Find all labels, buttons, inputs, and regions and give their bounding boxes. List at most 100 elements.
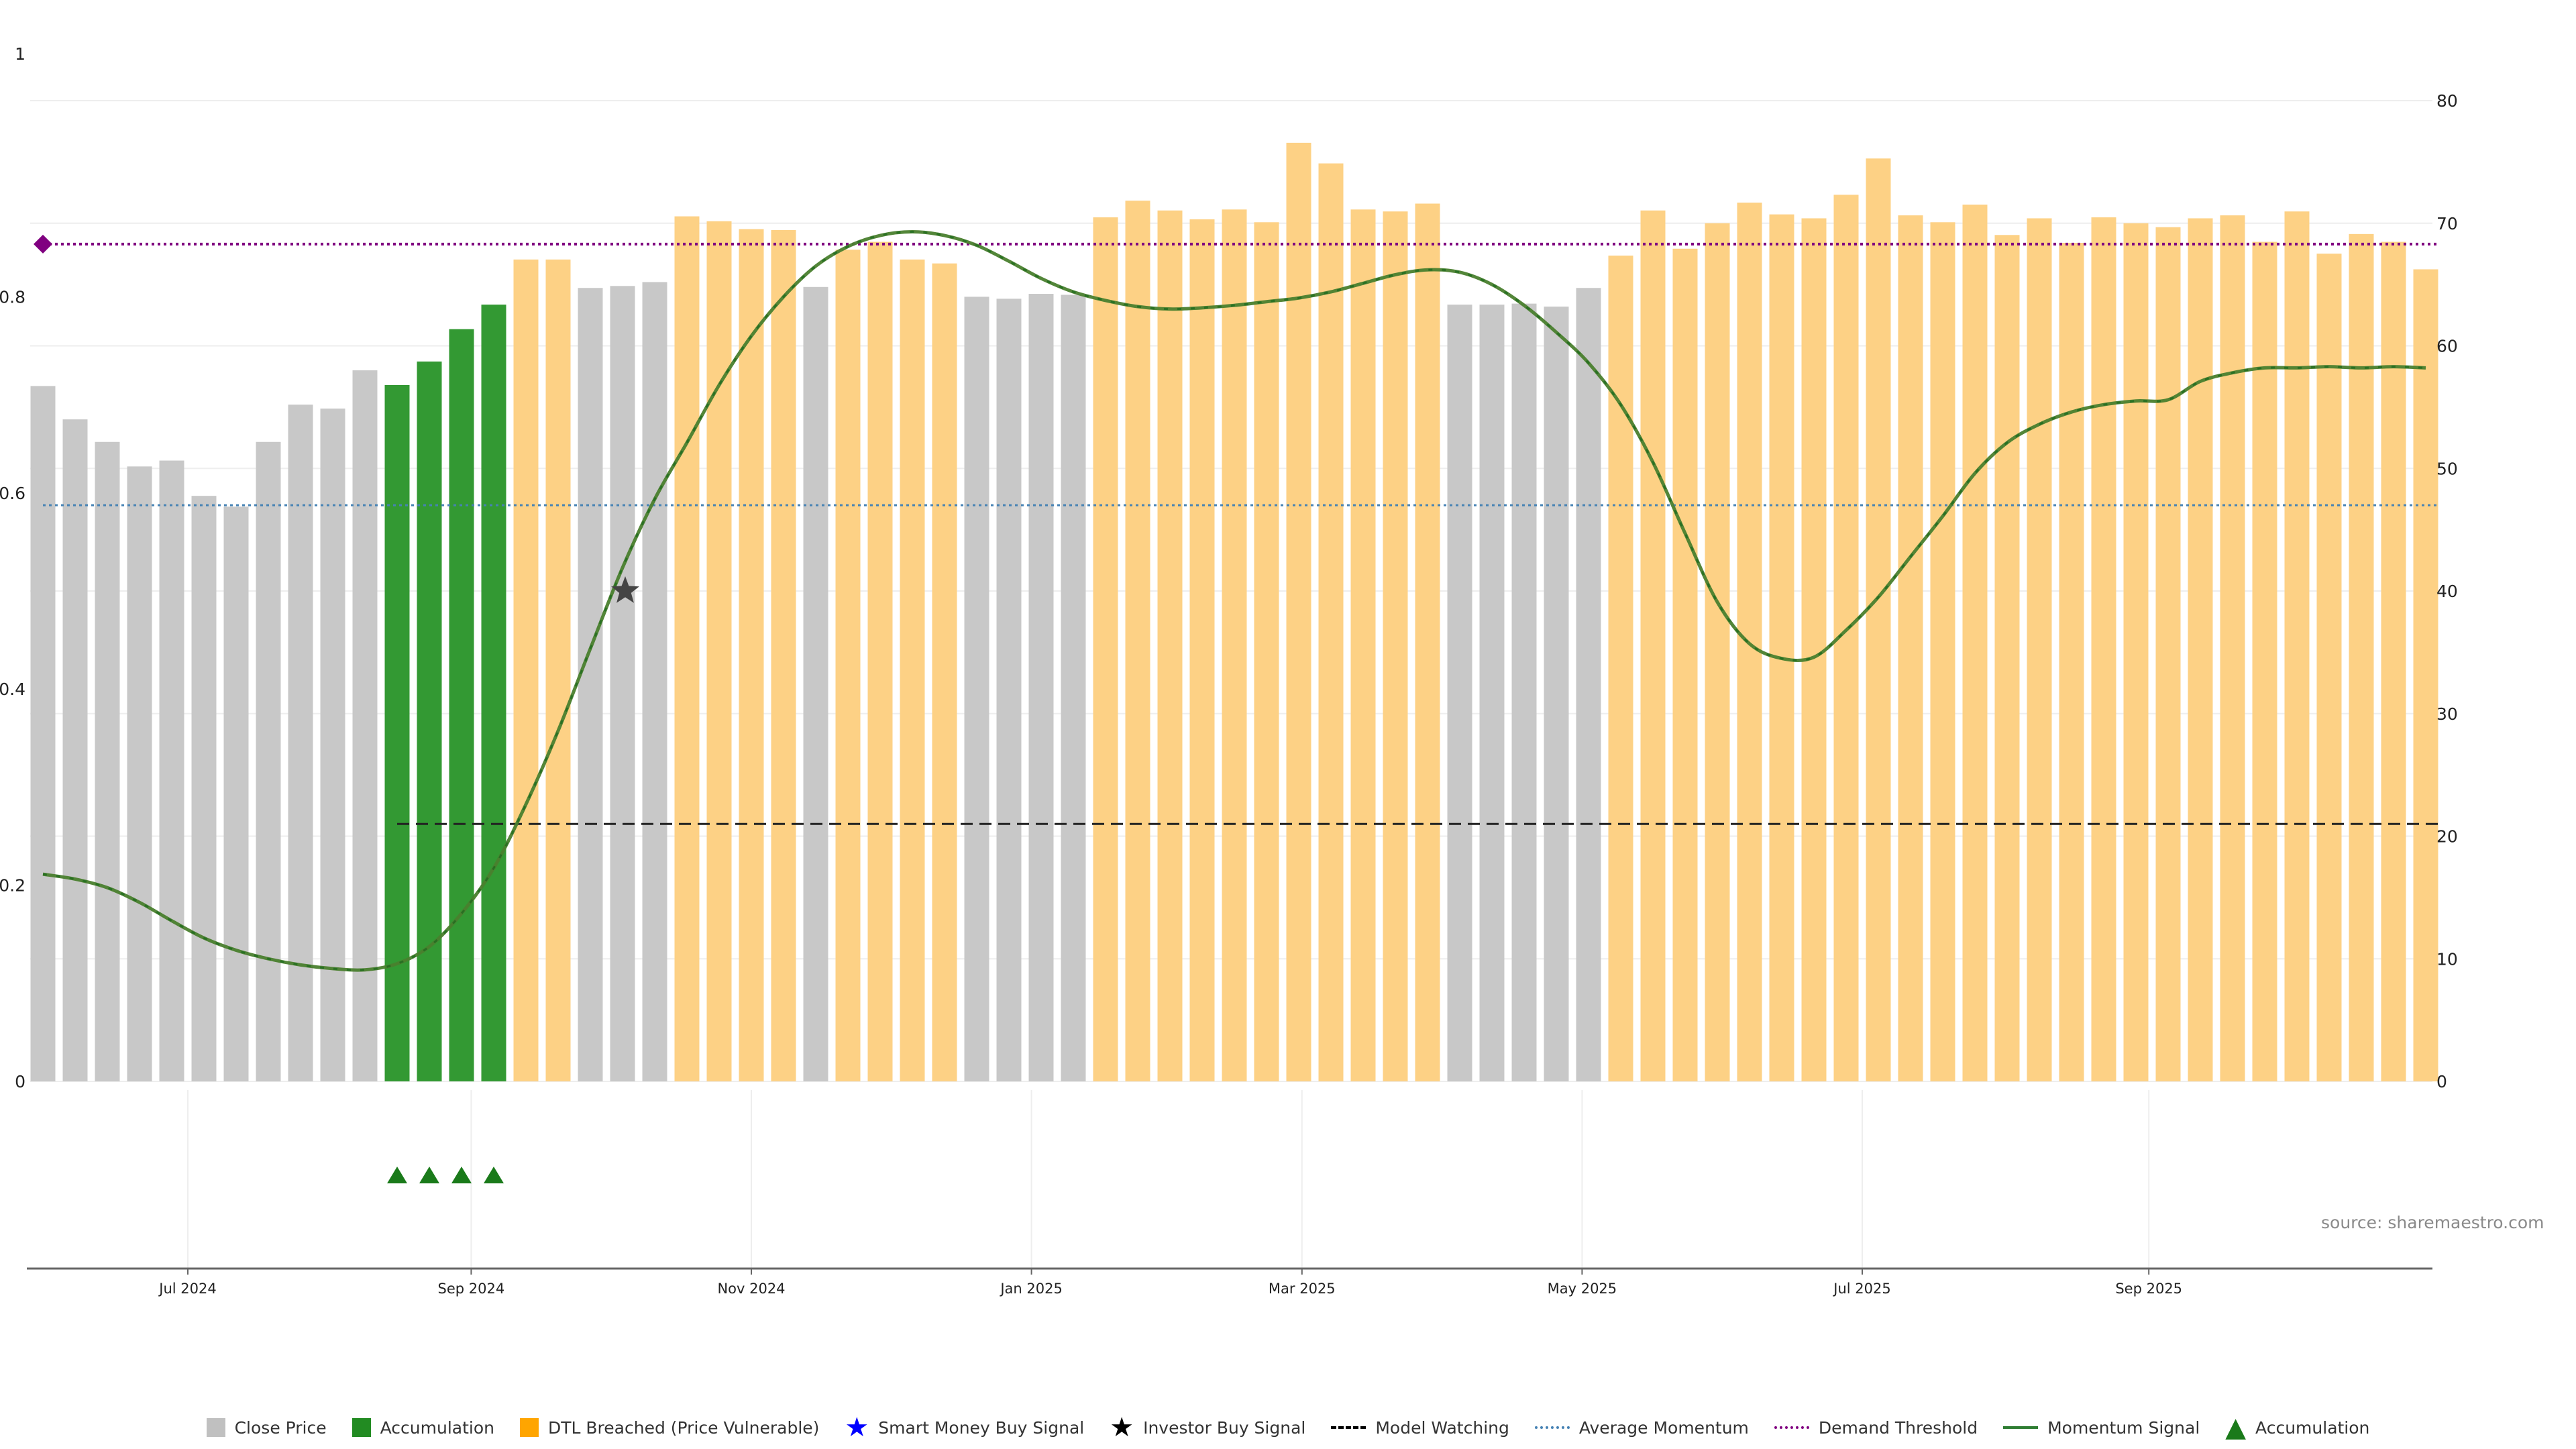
accumulation-triangle <box>419 1167 439 1183</box>
legend-swatch <box>352 1418 371 1437</box>
close-price-bar <box>1254 222 1279 1082</box>
investor-buy-signal-star <box>611 576 639 603</box>
close-price-bar <box>288 405 313 1081</box>
close-price-bar <box>771 229 796 1081</box>
close-price-bar <box>1705 223 1730 1081</box>
close-price-bar <box>964 297 989 1081</box>
star-icon: ★ <box>1110 1412 1134 1443</box>
close-price-bar <box>674 216 700 1081</box>
legend-item: DTL Breached (Price Vulnerable) <box>520 1418 819 1438</box>
close-price-bar <box>932 263 957 1081</box>
legend-label: DTL Breached (Price Vulnerable) <box>548 1417 820 1438</box>
close-price-bar <box>867 241 893 1081</box>
close-price-bars <box>30 142 2438 1082</box>
legend-line-swatch <box>2003 1426 2039 1429</box>
legend-item: Model Watching <box>1331 1418 1509 1438</box>
right-axis-tick-label: 70 <box>2436 214 2458 233</box>
close-price-bar <box>1286 142 1311 1082</box>
close-price-bar <box>706 221 732 1082</box>
accumulation-triangle <box>451 1167 472 1183</box>
close-price-bar <box>1898 215 1923 1082</box>
close-price-bar <box>191 496 217 1081</box>
legend-line-swatch <box>1534 1426 1570 1429</box>
right-axis-tick-label: 20 <box>2436 827 2458 847</box>
close-price-bar <box>803 286 828 1081</box>
right-axis-tick-label: 50 <box>2436 459 2458 478</box>
legend-item: ★ Investor Buy Signal <box>1110 1412 1306 1443</box>
close-price-bar <box>1801 218 1827 1082</box>
close-price-bar <box>739 229 764 1082</box>
close-price-bar <box>2252 241 2277 1081</box>
close-price-bar <box>1576 288 1601 1082</box>
chart-legend: Close Price Accumulation DTL Breached (Pri… <box>0 1414 2576 1441</box>
x-axis-tick-label: Jul 2024 <box>158 1281 216 1297</box>
close-price-bar <box>320 409 345 1081</box>
close-price-bar <box>30 386 56 1081</box>
close-price-bar <box>1125 201 1150 1081</box>
right-axis-tick-label: 40 <box>2436 582 2458 601</box>
right-axis-tick-label: 10 <box>2436 949 2458 969</box>
legend-swatch <box>520 1418 539 1437</box>
accumulation-triangle <box>387 1167 407 1183</box>
close-price-bar <box>127 466 152 1081</box>
left-axis-ticks: 0 0.2 0.4 0.6 0.8 1 <box>0 44 25 1091</box>
left-axis-tick-label: 0 <box>15 1072 25 1091</box>
close-price-bar <box>2220 215 2245 1082</box>
left-axis-tick-label: 0.2 <box>0 876 25 896</box>
legend-label: Average Momentum <box>1578 1417 1749 1438</box>
legend-item: Average Momentum <box>1534 1417 1749 1438</box>
close-price-bar <box>1447 305 1472 1082</box>
close-price-bar <box>1672 248 1698 1082</box>
star-icon: ★ <box>845 1412 869 1443</box>
reference-lines <box>43 242 2439 825</box>
close-price-bar <box>1318 163 1344 1081</box>
legend-label: Close Price <box>234 1417 327 1438</box>
close-price-bar <box>2349 233 2374 1081</box>
close-price-bar <box>223 506 249 1081</box>
close-price-bar <box>1866 158 1891 1081</box>
signal-markers <box>34 234 639 1183</box>
close-price-bar <box>1189 219 1215 1082</box>
close-price-bar <box>513 259 539 1081</box>
close-price-bar <box>1415 203 1440 1081</box>
legend-item: Momentum Signal <box>2003 1418 2200 1438</box>
close-price-bar <box>1640 210 1666 1081</box>
right-axis-tick-label: 30 <box>2436 704 2458 724</box>
close-price-bar <box>2155 227 2181 1081</box>
x-axis-tick-label: Mar 2025 <box>1269 1281 1336 1297</box>
close-price-bar <box>610 286 635 1081</box>
close-price-bar <box>2316 254 2342 1081</box>
legend-label: Investor Buy Signal <box>1143 1417 1306 1438</box>
left-axis-tick-label: 0.8 <box>0 287 25 307</box>
right-axis-tick-label: 80 <box>2436 91 2458 111</box>
legend-item: Close Price <box>206 1417 327 1438</box>
close-price-bar <box>352 370 378 1081</box>
close-price-bar <box>1157 210 1183 1081</box>
right-axis-ticks: 0 10 20 30 40 50 60 70 80 <box>2436 91 2458 1091</box>
close-price-bar <box>1350 209 1376 1082</box>
legend-label: Model Watching <box>1375 1417 1509 1438</box>
accumulation-triangle <box>484 1167 504 1183</box>
close-price-bar <box>256 441 281 1081</box>
close-price-bar <box>95 441 120 1081</box>
close-price-bar <box>1769 214 1794 1081</box>
close-price-bar <box>159 460 184 1081</box>
x-axis-tick-label: Sep 2024 <box>438 1281 505 1297</box>
x-axis-tick-label: Jan 2025 <box>999 1281 1063 1297</box>
right-axis-tick-label: 0 <box>2436 1072 2447 1091</box>
x-axis-tick-label: Sep 2025 <box>2115 1281 2182 1297</box>
close-price-bar <box>642 282 667 1082</box>
legend-label: Demand Threshold <box>1818 1417 1978 1438</box>
close-price-bar <box>417 361 442 1081</box>
close-price-bar <box>1222 209 1247 1082</box>
close-price-bar <box>449 329 474 1081</box>
close-price-bar <box>1028 294 1054 1081</box>
legend-item: ▲ Accumulation <box>2225 1414 2369 1441</box>
close-price-bar <box>1511 303 1537 1081</box>
x-axis-tick-label: Jul 2025 <box>1832 1281 1890 1297</box>
x-axis-tick-label: Nov 2024 <box>717 1281 785 1297</box>
right-axis-tick-label: 60 <box>2436 337 2458 356</box>
close-price-bar <box>2027 218 2052 1082</box>
legend-item: Demand Threshold <box>1774 1418 1978 1438</box>
close-price-bar <box>1962 204 1988 1082</box>
